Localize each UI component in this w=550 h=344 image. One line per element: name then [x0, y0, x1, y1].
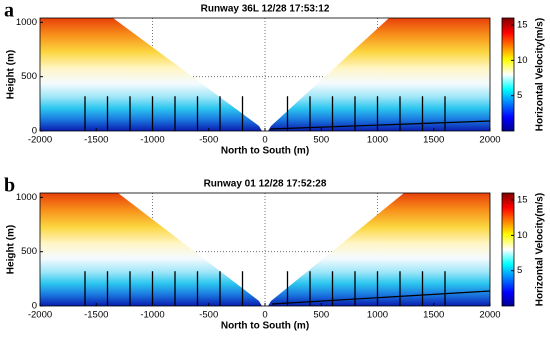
x-tick-label: 1000 [367, 135, 388, 146]
wind-field [268, 193, 490, 306]
colorbar [501, 192, 515, 307]
x-tick-label: 2000 [479, 135, 500, 146]
x-tick-label: 1500 [423, 135, 444, 146]
x-tick-label: 500 [313, 310, 329, 321]
colorbar-label: Horizontal Velocity(m/s) [535, 193, 546, 306]
x-tick-label: 2000 [479, 310, 500, 321]
wind-field [40, 18, 262, 131]
panel: -2000 -1500 -1000 -500 0 500 1000 1500 2000 0 500 1… [4, 175, 546, 332]
x-axis-label: North to South (m) [221, 321, 309, 332]
x-tick-label: -1000 [140, 310, 164, 321]
panel: -2000 -1500 -1000 -500 0 500 1000 1500 2000 0 500 1… [4, 0, 546, 157]
y-tick-label: 1000 [16, 17, 37, 28]
x-tick-label: -2000 [28, 135, 52, 146]
x-tick-label: -1000 [140, 135, 164, 146]
y-tick-label: 0 [32, 126, 37, 137]
y-tick-label: 0 [32, 301, 37, 312]
x-tick-label: -2000 [28, 310, 52, 321]
x-tick-label: -500 [199, 135, 218, 146]
colorbar-tick-label: 10 [517, 230, 528, 241]
colorbar-tick-label: 5 [517, 90, 522, 101]
x-tick-label: 500 [313, 135, 329, 146]
y-tick-label: 500 [21, 246, 37, 257]
chart-title: Runway 36L 12/28 17:53:12 [201, 4, 330, 15]
y-axis-label: Height (m) [6, 50, 17, 99]
colorbar-label: Horizontal Velocity(m/s) [535, 18, 546, 131]
wind-field [40, 193, 262, 306]
x-tick-label: -500 [199, 310, 218, 321]
colorbar-tick-label: 15 [517, 20, 528, 31]
x-tick-label: 1500 [423, 310, 444, 321]
colorbar-tick-label: 5 [517, 265, 522, 276]
x-tick-label: 0 [262, 135, 267, 146]
y-tick-label: 500 [21, 71, 37, 82]
x-tick-label: 0 [262, 310, 267, 321]
colorbar [501, 17, 515, 132]
wind-field [268, 18, 490, 131]
x-axis-label: North to South (m) [221, 146, 309, 157]
ground-line [269, 120, 491, 130]
x-tick-label: -1500 [84, 135, 108, 146]
panel-label: a [4, 0, 14, 22]
y-tick-label: 1000 [16, 192, 37, 203]
x-tick-label: 1000 [367, 310, 388, 321]
colorbar-tick-label: 15 [517, 195, 528, 206]
ground-line [271, 290, 491, 305]
panel-label: b [4, 175, 15, 197]
chart-title: Runway 01 12/28 17:52:28 [204, 179, 327, 190]
x-tick-label: -1500 [84, 310, 108, 321]
y-axis-label: Height (m) [6, 225, 17, 274]
colorbar-tick-label: 10 [517, 55, 528, 66]
